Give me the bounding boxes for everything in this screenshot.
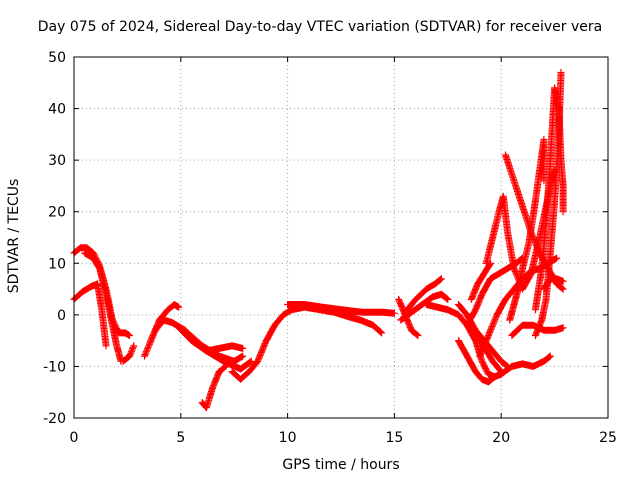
- series-arc-d: [119, 342, 138, 365]
- y-tick-label: -10: [43, 359, 66, 375]
- x-tick-label: 20: [492, 430, 510, 446]
- marker-path: [506, 136, 548, 324]
- marker-path: [151, 316, 247, 365]
- x-tick-label: 0: [70, 430, 79, 446]
- y-tick-label: 40: [48, 102, 66, 118]
- y-axis-label: SDTVAR / TECUs: [6, 178, 22, 294]
- y-tick-label: 20: [48, 205, 66, 221]
- series-arc-y: [506, 136, 548, 324]
- series-arc-h: [198, 362, 230, 412]
- series-arc-k: [284, 301, 398, 317]
- data-points: [70, 69, 567, 412]
- marker-path: [540, 275, 567, 293]
- y-tick-label: 10: [48, 256, 66, 272]
- x-axis-label: GPS time / hours: [282, 457, 400, 473]
- marker-path: [202, 342, 247, 355]
- series-arc-s: [467, 259, 494, 303]
- x-tick-label: 25: [599, 430, 617, 446]
- series-arc-o: [422, 301, 554, 381]
- marker-path: [455, 337, 499, 386]
- marker-path: [403, 275, 445, 314]
- y-tick-label: 50: [48, 50, 66, 66]
- y-tick-label: -20: [43, 411, 66, 427]
- x-tick-label: 5: [176, 430, 185, 446]
- axis-ticks: 0 5 10 15 20 25 -20 -10 0 10 20 30 40 50: [43, 50, 617, 446]
- x-tick-label: 15: [385, 430, 403, 446]
- series-arc-e: [141, 301, 183, 360]
- marker-path: [198, 362, 230, 412]
- series-arc-m: [397, 290, 452, 324]
- marker-path: [397, 290, 452, 324]
- series-arc-f: [151, 316, 247, 365]
- plot-frame: [73, 56, 609, 419]
- y-tick-label: 0: [57, 308, 66, 324]
- series-arc-c: [81, 249, 125, 365]
- series-arc-n: [403, 275, 445, 314]
- series-arc-p: [455, 337, 499, 386]
- marker-path: [467, 259, 494, 303]
- marker-path: [81, 249, 125, 365]
- marker-path: [284, 301, 398, 317]
- marker-path: [422, 301, 554, 381]
- series-arc-i: [202, 342, 247, 355]
- y-tick-label: 30: [48, 153, 66, 169]
- marker-path: [141, 301, 183, 360]
- series-arc-ab: [540, 275, 567, 293]
- marker-path: [119, 342, 138, 365]
- x-tick-label: 10: [279, 430, 297, 446]
- chart-title: Day 075 of 2024, Sidereal Day-to-day VTE…: [37, 19, 603, 35]
